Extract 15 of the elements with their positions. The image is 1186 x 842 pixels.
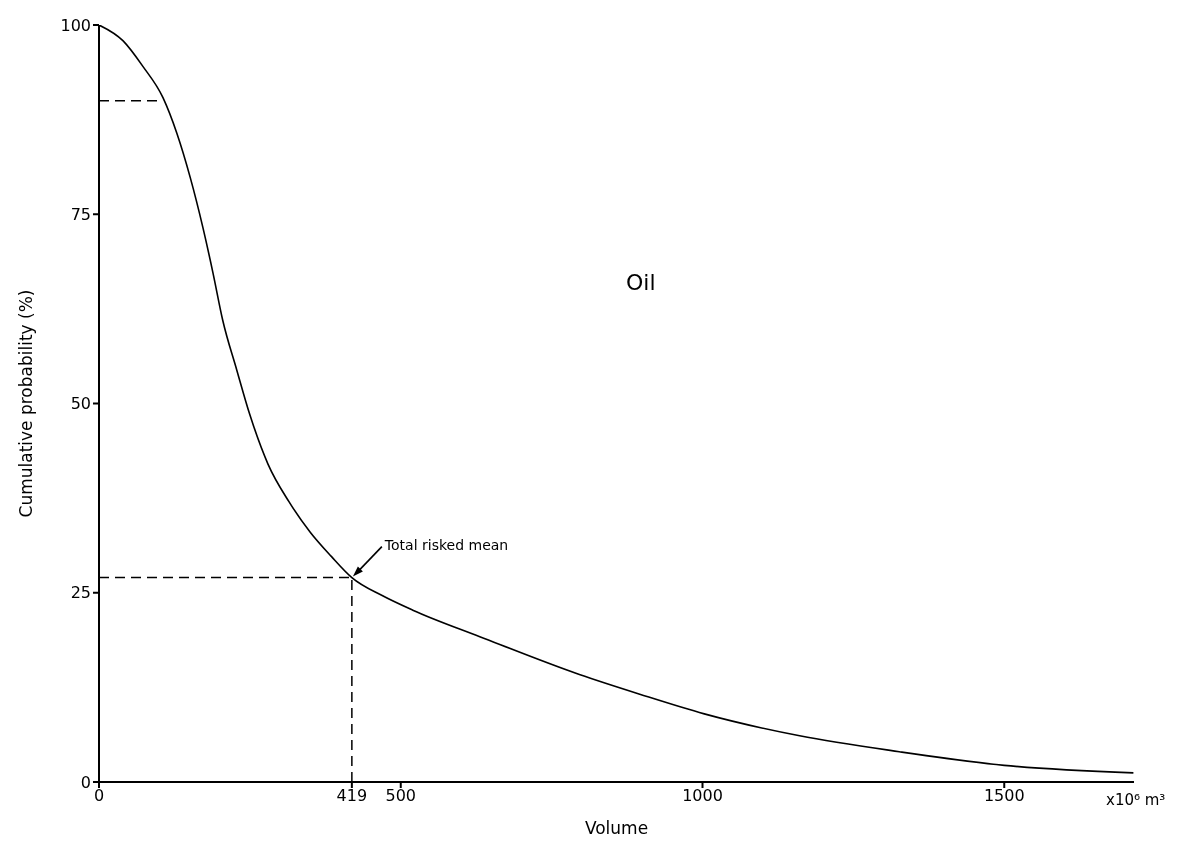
y-tick-label: 0 [80, 772, 91, 792]
annotation: Total risked mean [383, 536, 509, 553]
x-tick-label: 0 [93, 786, 105, 806]
y-axis-title: Cumulative probability (%) [16, 289, 37, 518]
x-tick-label: 419 [336, 786, 368, 806]
x-tick-label: 1000 [682, 786, 723, 806]
x-tick-label: 1500 [983, 786, 1025, 806]
text: Oil [626, 270, 656, 295]
x-tick-label: 500 [385, 786, 417, 806]
y-tick-label: 75 [70, 204, 91, 224]
y-tick-label: 25 [70, 583, 91, 603]
text: x10⁶ m³ [1106, 791, 1166, 809]
y-tick-label: 50 [70, 394, 91, 414]
y-tick-label: 100 [60, 15, 91, 35]
x-axis-title: Volume [584, 818, 649, 838]
